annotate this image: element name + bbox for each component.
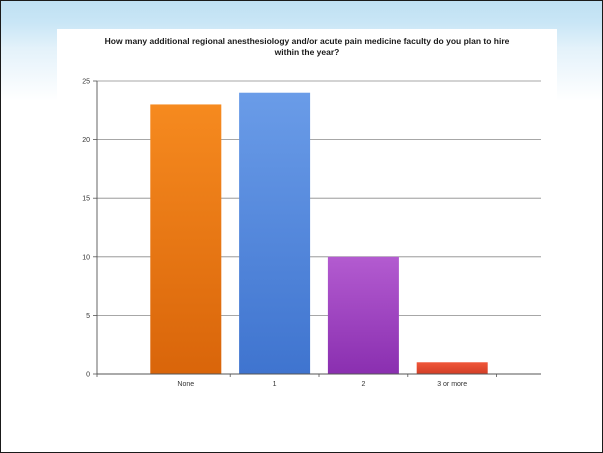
x-tick-label: 1: [273, 381, 277, 388]
bar-3-or-more: [416, 362, 488, 374]
y-tick-label: 0: [86, 372, 90, 379]
chart-title: How many additional regional anesthesiol…: [104, 36, 510, 57]
y-tick-label: 20: [82, 137, 90, 144]
axes: [93, 80, 541, 377]
x-tick-label: 2: [361, 381, 365, 388]
y-tick-label: 25: [82, 79, 90, 86]
x-tick-label: 3 or more: [437, 381, 467, 388]
bar-chart: 0 5 10 15 20 25 None 1 2 3 or more: [82, 79, 541, 389]
bar-none: [150, 104, 222, 374]
bar-1: [239, 92, 311, 374]
chart-panel: How many additional regional anesthesiol…: [57, 29, 557, 401]
y-tick-label: 5: [86, 313, 90, 320]
tick-labels: 0 5 10 15 20 25 None 1 2 3 or more: [82, 79, 467, 389]
bars: [150, 92, 488, 374]
x-tick-label: None: [177, 381, 194, 388]
bar-2: [327, 256, 399, 374]
y-tick-label: 10: [82, 254, 90, 261]
y-tick-label: 15: [82, 196, 90, 203]
